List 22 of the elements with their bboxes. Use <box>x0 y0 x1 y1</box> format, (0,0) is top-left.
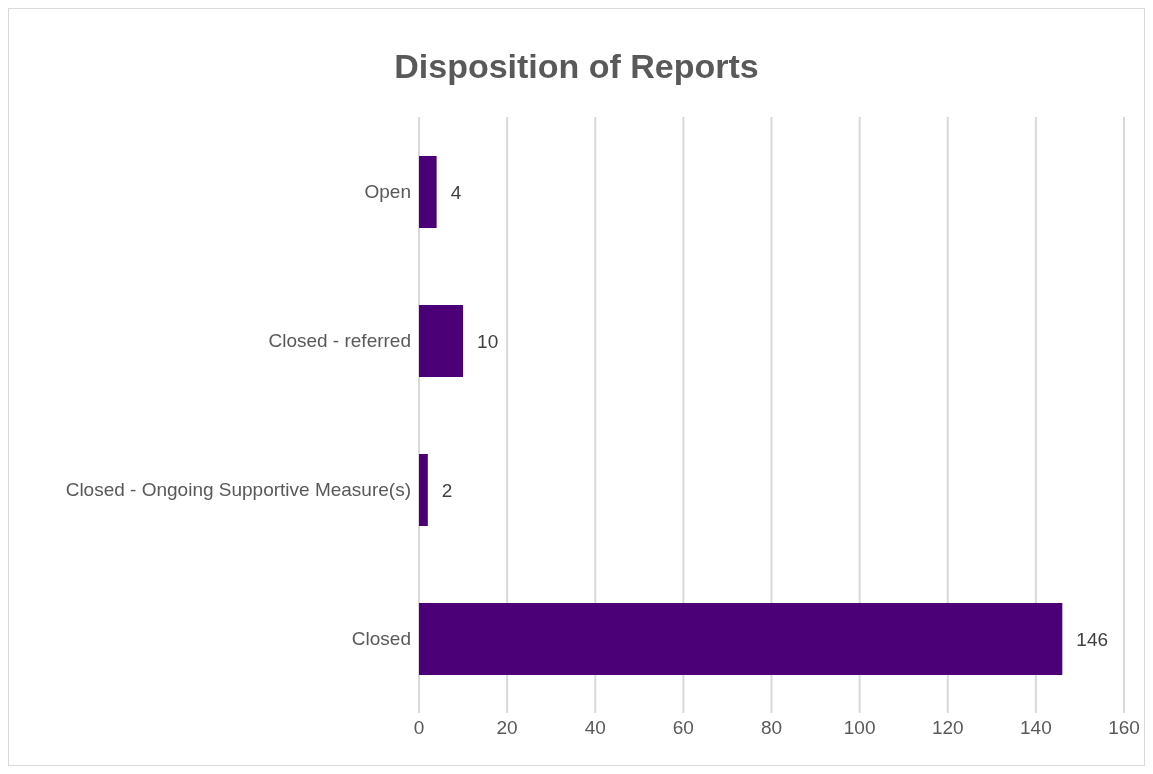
x-tick-label: 20 <box>496 717 518 739</box>
bar <box>419 454 428 526</box>
x-tick-label: 40 <box>584 717 606 739</box>
data-label: 10 <box>477 330 499 352</box>
chart-title: Disposition of Reports <box>393 46 760 87</box>
x-tick-label: 60 <box>672 717 694 739</box>
x-tick-label: 120 <box>931 717 964 739</box>
y-tick-label: Open <box>364 181 411 203</box>
x-tick-label: 80 <box>760 717 783 739</box>
bar <box>419 305 464 377</box>
x-tick-label: 140 <box>1020 717 1052 739</box>
y-tick-label: Closed - referred <box>268 330 411 352</box>
data-label: 146 <box>1076 628 1109 650</box>
data-label: 2 <box>441 479 453 501</box>
y-tick-label: Closed - Ongoing Supportive Measure(s) <box>65 479 411 501</box>
bar <box>419 156 437 228</box>
x-tick-label: 160 <box>1108 717 1140 739</box>
x-tick-label: 100 <box>843 717 876 739</box>
x-tick-label: 0 <box>413 717 425 739</box>
data-label: 4 <box>450 181 462 203</box>
bar <box>419 603 1063 675</box>
y-tick-label: Closed <box>351 628 411 650</box>
